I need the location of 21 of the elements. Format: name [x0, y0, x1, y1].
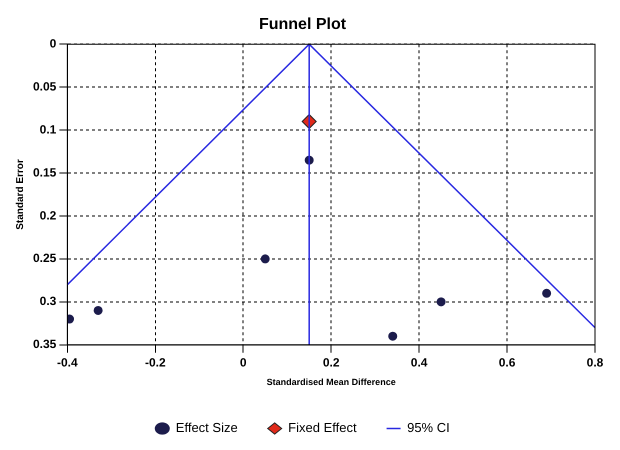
x-tick-label: 0.6 [498, 355, 516, 370]
y-tick-label: 0.05 [32, 79, 57, 94]
y-axis-title: Standard Error [14, 159, 26, 230]
y-tick-label: 0.1 [40, 122, 57, 136]
y-tick-label: 0 [50, 36, 57, 51]
x-tick-label: -0.4 [57, 355, 78, 370]
chart-title: Funnel Plot [258, 16, 347, 34]
legend-label: Fixed Effect [288, 420, 357, 436]
x-tick-label: -0.2 [144, 355, 166, 370]
y-tick-label: 0.25 [32, 251, 57, 266]
y-tick-label: 0.15 [32, 165, 57, 180]
y-tick-label: 0.35 [32, 337, 57, 352]
legend-label: Effect Size [176, 420, 238, 436]
x-tick-label: 0.2 [322, 355, 340, 370]
x-axis-title: Standardised Mean Difference [266, 377, 396, 388]
y-tick-label: 0.2 [40, 208, 57, 222]
x-tick-label: 0.4 [410, 355, 428, 370]
x-tick-label: 0 [240, 355, 247, 370]
legend-label: 95% CI [407, 420, 450, 436]
x-tick-label: 0.8 [586, 355, 604, 370]
y-tick-label: 0.3 [40, 294, 57, 308]
